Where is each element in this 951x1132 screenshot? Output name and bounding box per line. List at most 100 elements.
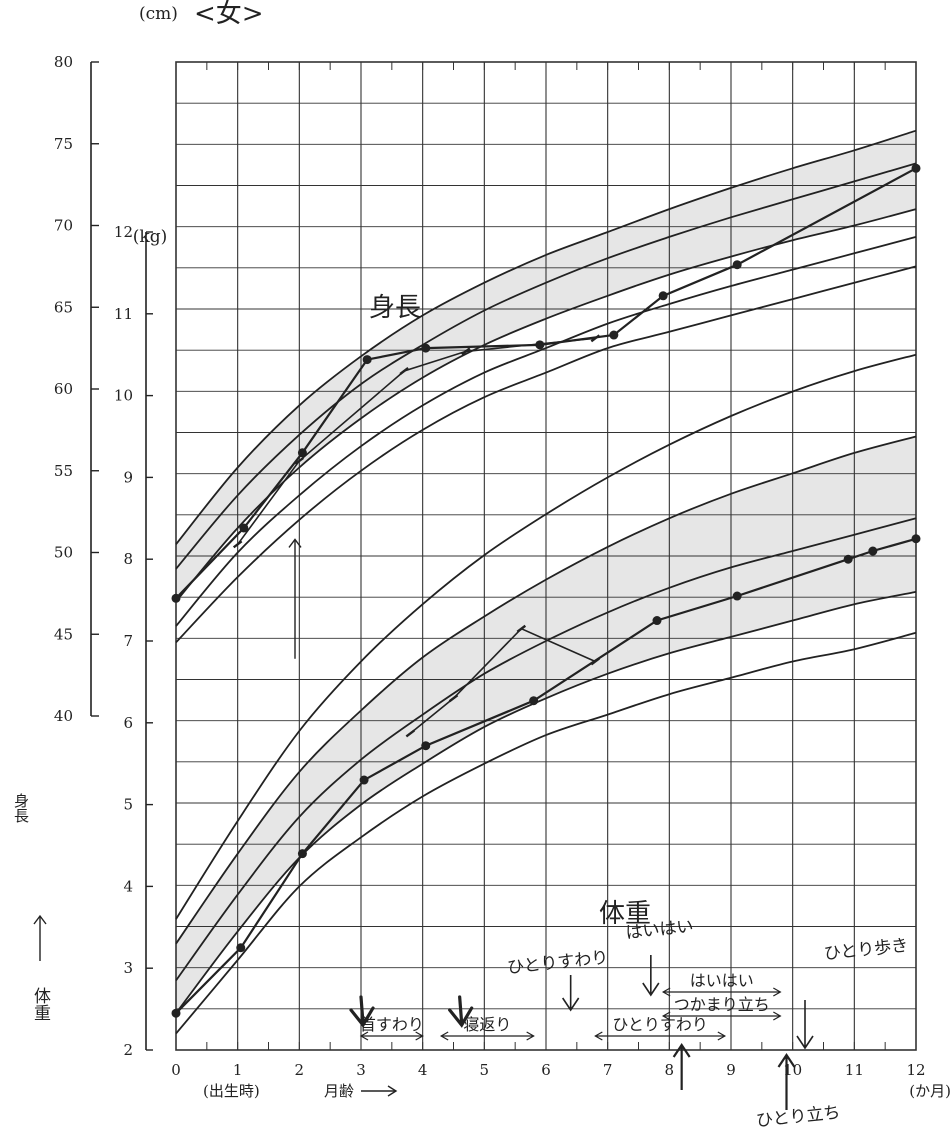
height-data-point <box>535 340 545 350</box>
hand-arrow-up <box>672 1043 691 1090</box>
height-data-point <box>609 330 619 340</box>
percentile-curves <box>175 129 917 1035</box>
milestone-arrowhead-right <box>717 1031 727 1041</box>
weight-tick-label: 6 <box>123 714 133 732</box>
data-series <box>171 163 921 1018</box>
x-tick-label: 2 <box>295 1061 305 1079</box>
hand-arrow <box>562 975 580 1012</box>
height-tick-label: 70 <box>54 217 73 235</box>
height-data-point <box>732 260 742 270</box>
milestone-label: はいはい <box>690 971 754 990</box>
weight-data-point <box>911 534 921 544</box>
height-tick-label: 65 <box>54 298 73 316</box>
x-start-label: (出生時) <box>203 1082 260 1100</box>
height-axis-title: 身長 <box>12 793 30 823</box>
milestone-arrowhead-right <box>526 1031 535 1041</box>
weight-tick-label: 2 <box>123 1041 133 1059</box>
x-tick-label: 1 <box>233 1061 243 1079</box>
weight-tick-series-line <box>409 627 596 735</box>
x-tick-label: 11 <box>845 1061 864 1079</box>
x-tick-label: 4 <box>418 1061 428 1079</box>
hand-arrow <box>796 1000 814 1050</box>
hand-arrow <box>642 955 660 997</box>
milestone-label: つかまり立ち <box>674 995 770 1014</box>
weight-axis-arrowhead <box>33 914 47 925</box>
height-tick-point <box>294 456 305 465</box>
weight-data-point <box>421 741 431 751</box>
height-tick-point <box>590 334 601 343</box>
milestone-arrowhead-left <box>594 1031 603 1041</box>
milestone-arrowhead-right <box>773 987 782 997</box>
weight-percentile-curve <box>175 517 917 982</box>
weight-axis-title: 体重 <box>30 987 51 1021</box>
handwritten-note: ひとり歩き <box>823 936 909 965</box>
chart-grid <box>175 61 917 1051</box>
weight-percentile-curve <box>175 631 917 1035</box>
weight-tick-point <box>516 624 527 633</box>
height-data-point <box>658 291 668 301</box>
height-data-point <box>911 163 921 173</box>
weight-data-point <box>652 616 662 626</box>
height-tick-point <box>399 367 409 375</box>
weight-percentile-curve <box>175 591 917 1014</box>
hand-arrow-down <box>349 995 375 1028</box>
height-tick-point <box>232 540 243 549</box>
weight-tick-label: 4 <box>123 877 133 895</box>
weight-tick-label: 12 <box>114 223 133 241</box>
weight-data-point <box>297 849 307 859</box>
height-data-point <box>297 448 307 458</box>
height-tick-label: 40 <box>54 707 73 725</box>
milestone-label: ひとりすわり <box>612 1015 708 1034</box>
height-tick-label: 55 <box>54 462 73 480</box>
weight-tick-point <box>448 694 459 703</box>
height-tick-label: 75 <box>54 135 73 153</box>
milestone-label: 首すわり <box>360 1015 424 1034</box>
height-tick-label: 60 <box>54 380 73 398</box>
x-tick-label: 12 <box>906 1061 925 1079</box>
x-axis-arrowhead <box>387 1085 398 1097</box>
weight-tick-label: 8 <box>123 550 133 568</box>
milestone-arrowhead-right <box>773 1011 782 1021</box>
weight-data-point <box>732 591 742 601</box>
weight-percentile-curve <box>175 353 917 920</box>
height-percentile-curve <box>175 129 917 545</box>
milestone-arrowhead-left <box>439 1031 449 1041</box>
weight-tick-label: 5 <box>123 796 133 814</box>
weight-data-point <box>868 546 878 556</box>
weight-tick-label: 7 <box>123 632 133 650</box>
height-data-point <box>239 523 249 533</box>
x-tick-label: 10 <box>783 1061 802 1079</box>
weight-tick-label: 10 <box>114 387 133 405</box>
height-data-point <box>421 343 431 353</box>
height-percentile-curve <box>175 265 917 644</box>
weight-tick-point <box>405 729 416 738</box>
height-percentile-curve <box>175 208 917 603</box>
x-tick-label: 0 <box>171 1061 181 1079</box>
height-unit-label: (cm) <box>139 4 178 24</box>
x-tick-label: 6 <box>541 1061 551 1079</box>
hand-arrow-up <box>777 1053 796 1110</box>
handwritten-note: ひとり立ち <box>755 1103 841 1128</box>
height-tick-label: 45 <box>54 625 73 643</box>
weight-data-point <box>236 943 246 953</box>
height-tick-label: 80 <box>54 53 73 71</box>
milestone-arrowhead-right <box>415 1031 424 1041</box>
weight-curve-label: 体重 <box>599 899 651 929</box>
x-tick-label: 5 <box>480 1061 490 1079</box>
milestone-arrowhead-left <box>661 1011 671 1021</box>
weight-data-point <box>171 1008 181 1018</box>
height-percentile-curve <box>175 162 917 570</box>
weight-tick-point <box>590 657 601 666</box>
height-tick-label: 50 <box>54 544 73 562</box>
handwritten-note: ひとりすわり <box>506 948 609 979</box>
x-axis-label: 月齢 <box>324 1082 354 1100</box>
height-data-point <box>171 593 181 603</box>
milestone-arrowhead-left <box>661 987 671 997</box>
height-dot-series-line <box>175 167 917 600</box>
height-tick-point <box>461 347 471 356</box>
hand-arrow-down <box>448 995 474 1028</box>
weight-data-point <box>843 554 853 564</box>
x-tick-label: 9 <box>726 1061 736 1079</box>
